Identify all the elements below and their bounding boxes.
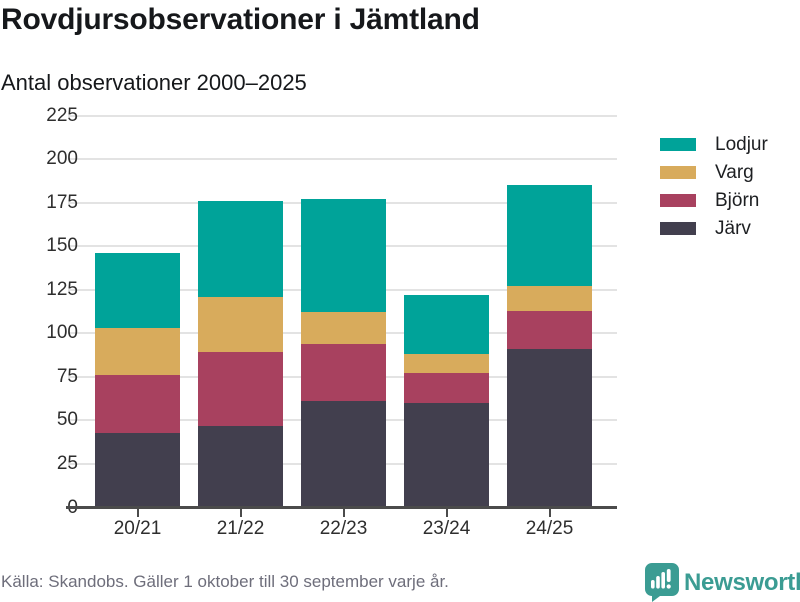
bar-segment-varg <box>404 354 489 374</box>
bar-segment-lodjur <box>507 185 592 287</box>
bar-segment-varg <box>95 328 180 376</box>
x-axis-tick-label: 24/25 <box>525 518 574 539</box>
y-gridline <box>68 114 617 117</box>
y-axis-tick-label: 200 <box>46 148 78 170</box>
bar-segment-lodjur <box>301 199 386 313</box>
x-axis-tick-mark <box>342 509 345 517</box>
x-axis-tick-label: 21/22 <box>216 518 265 539</box>
bar-segment-järv <box>404 403 489 508</box>
legend-swatch <box>660 138 696 151</box>
y-axis-tick-label: 225 <box>46 104 78 126</box>
bar-segment-järv <box>95 432 180 508</box>
bar-segment-varg <box>507 286 592 311</box>
y-axis-tick-label: 25 <box>56 452 78 474</box>
page-title: Rovdjursobservationer i Jämtland <box>1 3 480 36</box>
x-axis-tick-mark <box>548 509 551 517</box>
legend-item-lodjur: Lodjur <box>660 131 768 158</box>
legend-item-järv: Järv <box>660 215 751 242</box>
bar-segment-varg <box>301 312 386 344</box>
brand-name: Newsworthy <box>684 569 800 596</box>
x-axis-tick-label: 23/24 <box>422 518 471 539</box>
x-axis-line <box>66 506 617 509</box>
legend-item-varg: Varg <box>660 159 754 186</box>
y-axis-tick-label: 175 <box>46 191 78 213</box>
bar-segment-lodjur <box>95 253 180 328</box>
y-axis-tick-label: 75 <box>56 365 78 387</box>
y-axis-tick-label: 100 <box>46 322 78 344</box>
x-axis-tick-mark <box>136 509 139 517</box>
y-axis-tick-label: 150 <box>46 235 78 257</box>
bar-segment-varg <box>198 296 283 353</box>
bar-segment-järv <box>301 401 386 508</box>
bar-chart-speech-bubble-icon <box>645 563 679 602</box>
bar-segment-lodjur <box>198 200 283 297</box>
legend-label: Varg <box>715 161 754 183</box>
x-axis-tick-mark <box>445 509 448 517</box>
legend-label: Björn <box>715 189 760 211</box>
newsworthy-logo[interactable]: Newsworthy <box>645 563 800 602</box>
y-gridline <box>68 158 617 161</box>
legend-label: Lodjur <box>715 133 768 155</box>
bar-segment-järv <box>507 349 592 508</box>
y-axis-tick-label: 125 <box>46 278 78 300</box>
bar-segment-björn <box>507 310 592 349</box>
bar-segment-björn <box>404 373 489 403</box>
legend-item-björn: Björn <box>660 187 759 214</box>
legend-label: Järv <box>715 217 751 239</box>
chart-subtitle: Antal observationer 2000–2025 <box>1 70 307 95</box>
bar-segment-björn <box>301 343 386 402</box>
bar-segment-järv <box>198 425 283 508</box>
legend-swatch <box>660 222 696 235</box>
x-axis-tick-label: 22/23 <box>319 518 368 539</box>
bar-segment-björn <box>95 375 180 433</box>
y-axis-tick-label: 50 <box>56 409 78 431</box>
x-axis-tick-label: 20/21 <box>113 518 162 539</box>
source-note: Källa: Skandobs. Gäller 1 oktober till 3… <box>1 572 449 591</box>
x-axis-tick-mark <box>239 509 242 517</box>
legend-swatch <box>660 166 696 179</box>
bar-segment-lodjur <box>404 294 489 355</box>
bar-segment-björn <box>198 352 283 426</box>
legend-swatch <box>660 194 696 207</box>
